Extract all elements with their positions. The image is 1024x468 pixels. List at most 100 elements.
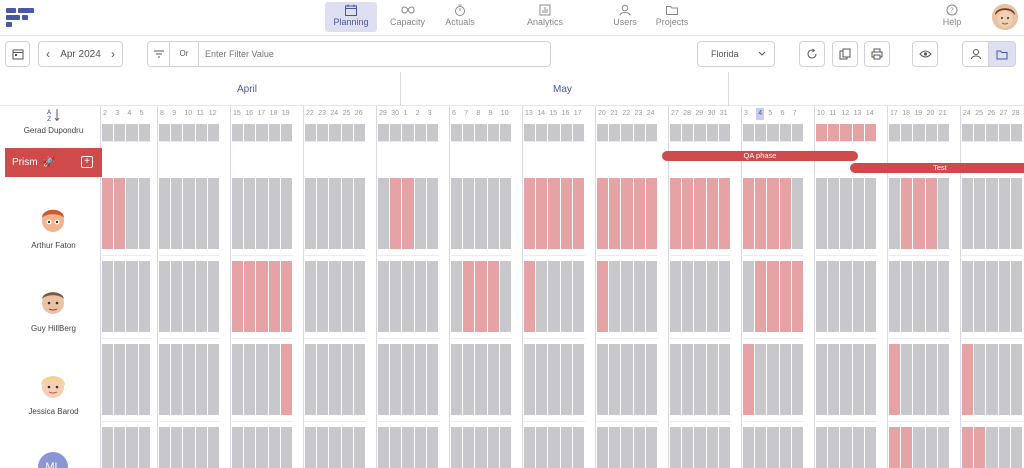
refresh-button[interactable]	[799, 41, 825, 67]
allocation-cell[interactable]	[183, 124, 195, 141]
allocation-cell[interactable]	[159, 124, 171, 141]
allocation-cell[interactable]	[633, 261, 645, 332]
allocation-cell[interactable]	[791, 344, 803, 415]
allocation-cell[interactable]	[171, 124, 183, 141]
allocation-cell[interactable]	[475, 178, 487, 249]
allocation-cell[interactable]	[378, 261, 390, 332]
allocation-cell[interactable]	[962, 427, 974, 468]
allocation-cell[interactable]	[755, 344, 767, 415]
allocation-cell[interactable]	[962, 178, 974, 249]
allocation-cell[interactable]	[840, 178, 852, 249]
allocation-cell[interactable]	[572, 261, 584, 332]
allocation-cell[interactable]	[305, 344, 317, 415]
allocation-cell[interactable]	[913, 344, 925, 415]
allocation-cell[interactable]	[207, 344, 219, 415]
allocation-cell[interactable]	[791, 427, 803, 468]
allocation-cell[interactable]	[536, 427, 548, 468]
allocation-cell[interactable]	[353, 124, 365, 141]
allocation-cell[interactable]	[974, 261, 986, 332]
allocation-cell[interactable]	[767, 261, 779, 332]
allocation-cell[interactable]	[499, 344, 511, 415]
allocation-cell[interactable]	[426, 124, 438, 141]
nav-planning[interactable]: Planning	[325, 2, 377, 32]
allocation-cell[interactable]	[767, 124, 779, 141]
allocation-cell[interactable]	[426, 344, 438, 415]
allocation-cell[interactable]	[743, 124, 755, 141]
allocation-cell[interactable]	[195, 124, 207, 141]
allocation-cell[interactable]	[962, 261, 974, 332]
allocation-cell[interactable]	[864, 178, 876, 249]
allocation-cell[interactable]	[743, 178, 755, 249]
allocation-cell[interactable]	[645, 261, 657, 332]
allocation-cell[interactable]	[317, 427, 329, 468]
allocation-cell[interactable]	[451, 178, 463, 249]
allocation-cell[interactable]	[426, 427, 438, 468]
allocation-cell[interactable]	[487, 427, 499, 468]
allocation-cell[interactable]	[341, 178, 353, 249]
allocation-cell[interactable]	[463, 261, 475, 332]
allocation-cell[interactable]	[718, 178, 730, 249]
allocation-cell[interactable]	[232, 427, 244, 468]
allocation-cell[interactable]	[937, 124, 949, 141]
nav-actuals[interactable]: Actuals	[440, 2, 480, 32]
allocation-cell[interactable]	[694, 344, 706, 415]
allocation-cell[interactable]	[974, 427, 986, 468]
allocation-cell[interactable]	[621, 178, 633, 249]
allocation-cell[interactable]	[597, 124, 609, 141]
view-by-users-button[interactable]	[962, 41, 989, 67]
allocation-cell[interactable]	[682, 178, 694, 249]
allocation-cell[interactable]	[645, 178, 657, 249]
allocation-cell[interactable]	[524, 427, 536, 468]
allocation-cell[interactable]	[536, 261, 548, 332]
allocation-cell[interactable]	[305, 178, 317, 249]
allocation-cell[interactable]	[353, 427, 365, 468]
allocation-cell[interactable]	[889, 178, 901, 249]
allocation-cell[interactable]	[706, 124, 718, 141]
filter-icon[interactable]	[148, 42, 170, 66]
allocation-cell[interactable]	[499, 124, 511, 141]
allocation-cell[interactable]	[390, 124, 402, 141]
allocation-cell[interactable]	[341, 124, 353, 141]
allocation-cell[interactable]	[937, 344, 949, 415]
allocation-cell[interactable]	[268, 427, 280, 468]
allocation-cell[interactable]	[670, 261, 682, 332]
allocation-cell[interactable]	[633, 178, 645, 249]
allocation-cell[interactable]	[609, 427, 621, 468]
allocation-cell[interactable]	[597, 427, 609, 468]
allocation-cell[interactable]	[682, 124, 694, 141]
allocation-cell[interactable]	[138, 344, 150, 415]
allocation-cell[interactable]	[183, 427, 195, 468]
allocation-cell[interactable]	[694, 178, 706, 249]
allocation-cell[interactable]	[341, 261, 353, 332]
duplicate-button[interactable]	[832, 41, 858, 67]
allocation-cell[interactable]	[791, 178, 803, 249]
allocation-cell[interactable]	[852, 261, 864, 332]
allocation-cell[interactable]	[986, 124, 998, 141]
allocation-cell[interactable]	[609, 344, 621, 415]
allocation-cell[interactable]	[706, 178, 718, 249]
allocation-cell[interactable]	[402, 261, 414, 332]
allocation-cell[interactable]	[718, 124, 730, 141]
allocation-cell[interactable]	[597, 261, 609, 332]
allocation-cell[interactable]	[317, 344, 329, 415]
allocation-cell[interactable]	[114, 178, 126, 249]
allocation-cell[interactable]	[548, 344, 560, 415]
allocation-cell[interactable]	[305, 427, 317, 468]
project-row-prism[interactable]: Prism 🚀 +	[5, 148, 102, 177]
allocation-cell[interactable]	[138, 261, 150, 332]
allocation-cell[interactable]	[256, 261, 268, 332]
allocation-cell[interactable]	[682, 427, 694, 468]
allocation-cell[interactable]	[414, 427, 426, 468]
allocation-cell[interactable]	[171, 427, 183, 468]
allocation-cell[interactable]	[743, 261, 755, 332]
allocation-cell[interactable]	[232, 261, 244, 332]
allocation-cell[interactable]	[548, 427, 560, 468]
allocation-cell[interactable]	[621, 427, 633, 468]
allocation-cell[interactable]	[280, 344, 292, 415]
allocation-cell[interactable]	[998, 261, 1010, 332]
allocation-cell[interactable]	[487, 178, 499, 249]
allocation-cell[interactable]	[840, 344, 852, 415]
allocation-cell[interactable]	[743, 427, 755, 468]
allocation-cell[interactable]	[913, 178, 925, 249]
allocation-cell[interactable]	[572, 344, 584, 415]
